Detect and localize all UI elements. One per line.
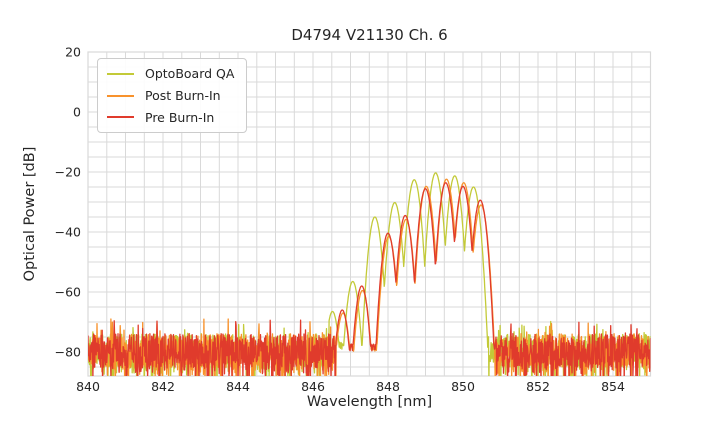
x-tick-label: 846 [301, 379, 325, 394]
legend-item: OptoBoard QA [107, 67, 234, 81]
legend-label: OptoBoard QA [145, 66, 235, 81]
plot-border [87, 51, 652, 377]
x-tick-label: 854 [601, 379, 625, 394]
x-tick-label: 844 [226, 379, 250, 394]
legend-item: Pre Burn-In [107, 109, 234, 125]
legend-line-sample [107, 72, 134, 75]
y-tick-label: −60 [55, 284, 81, 299]
y-tick-label: 20 [65, 44, 81, 59]
x-tick-label: 840 [76, 379, 100, 394]
series-lines [88, 172, 651, 376]
legend-item: Post Burn-In [107, 87, 234, 103]
legend-line-sample [107, 94, 134, 97]
y-tick-label: −80 [55, 344, 81, 359]
chart-title: D4794 V21130 Ch. 6 [291, 26, 448, 44]
legend-line-sample [107, 116, 134, 119]
legend-label: Pre Burn-In [145, 109, 215, 125]
y-axis-label: Optical Power [dB] [22, 146, 38, 282]
tick-labels: 840 842 844 846 848 850 852 854 20 0 −20 −40 −60 −80 [55, 44, 625, 394]
y-tick-label: −20 [55, 164, 81, 179]
x-tick-label: 850 [451, 379, 475, 394]
legend: OptoBoard QA Post Burn-In Pre Burn-In [97, 58, 248, 134]
series-line-pre-burn-in [88, 182, 651, 376]
x-tick-label: 848 [376, 379, 400, 394]
legend-label: Post Burn-In [145, 87, 221, 103]
x-tick-label: 852 [526, 379, 550, 394]
x-axis-label: Wavelength [nm] [306, 394, 433, 410]
y-tick-label: 0 [73, 104, 81, 119]
x-tick-label: 842 [151, 379, 175, 394]
y-tick-label: −40 [55, 224, 81, 239]
